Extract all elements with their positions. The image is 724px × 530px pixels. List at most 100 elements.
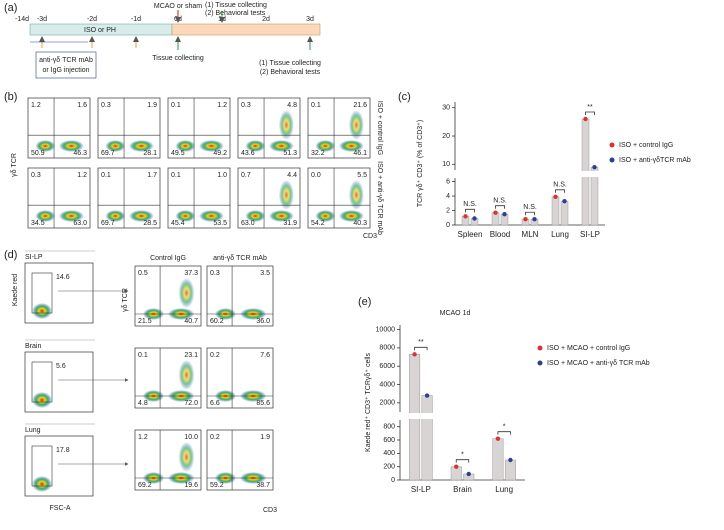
- quadrant-value: 6.6: [210, 400, 220, 407]
- quadrant-value: 1.6: [77, 102, 87, 109]
- mean-dot: [532, 217, 537, 222]
- row-label: ISO + anti-γδ TCR mAb: [376, 161, 383, 235]
- bar-label: ISO or PH: [84, 27, 116, 34]
- quadrant-value: 46.3: [73, 150, 87, 157]
- quadrant-value: 7.6: [260, 352, 270, 359]
- mean-dot: [562, 198, 567, 204]
- x-tick-label: Lung: [495, 485, 513, 494]
- density: [105, 140, 126, 152]
- legend-label: ISO + MCAO + control IgG: [547, 345, 630, 352]
- y-tick-label: 4: [446, 193, 450, 200]
- quadrant-value: 10.0: [184, 434, 198, 441]
- axis-label: γδ TCR: [122, 288, 129, 312]
- quadrant-value: 4.4: [287, 172, 297, 179]
- quadrant-value: 43.6: [241, 150, 255, 157]
- quadrant-value: 19.6: [184, 482, 198, 489]
- density: [32, 392, 52, 408]
- density: [199, 210, 224, 222]
- sig-bracket: [525, 211, 535, 216]
- quadrant-value: 34.5: [31, 220, 45, 227]
- tissue-label: Lung: [25, 427, 41, 434]
- legend-label: ISO + control IgG: [619, 142, 673, 149]
- chart-title: MCAO 1d: [440, 310, 471, 317]
- injection-label: or IgG injection: [42, 67, 89, 74]
- mean-dot: [523, 217, 528, 222]
- sig-bracket: [455, 459, 470, 463]
- axis-label: Kaede red⁺ CD3⁺ TCRγδ⁺ cells: [365, 353, 372, 452]
- tissue-label: SI-LP: [25, 254, 43, 261]
- density: [315, 140, 336, 152]
- y-tick-label: 20: [442, 133, 450, 140]
- y-tick-label: 400: [383, 450, 395, 457]
- sig-bracket: [585, 111, 595, 115]
- quadrant-value: 21.6: [353, 102, 367, 109]
- legend-marker: [609, 157, 615, 163]
- mean-dot: [454, 464, 459, 469]
- panel-label: (e): [358, 296, 371, 308]
- density: [245, 140, 266, 152]
- significance: *: [461, 452, 464, 459]
- x-tick-label: Blood: [490, 230, 510, 239]
- y-tick-label: 6000: [379, 363, 395, 370]
- density: [175, 140, 196, 152]
- quadrant-value: 49.2: [213, 150, 227, 157]
- density: [348, 180, 364, 210]
- legend-marker: [537, 345, 543, 351]
- mean-dot: [472, 216, 477, 221]
- gate: [31, 445, 53, 487]
- mean-dot: [553, 194, 558, 199]
- bar: [551, 196, 560, 226]
- injection-label: anti-γδ TCR mAb: [39, 57, 93, 64]
- gate: [31, 361, 53, 403]
- sig-bracket: [414, 346, 428, 351]
- panel-label: (a): [4, 2, 17, 14]
- quadrant-value: 0.0: [311, 172, 321, 179]
- note: (1) Tissue collecting: [205, 2, 267, 9]
- mean-dot: [592, 164, 597, 170]
- gate: [31, 272, 53, 314]
- timeline-post: [171, 23, 321, 36]
- quadrant-value: 50.9: [31, 150, 45, 157]
- density: [278, 110, 294, 140]
- quadrant-value: 46.1: [353, 150, 367, 157]
- significance: *: [503, 424, 506, 431]
- panel-label: (b): [4, 91, 17, 103]
- quadrant-value: 36.0: [256, 318, 270, 325]
- quadrant-value: 40.3: [353, 220, 367, 227]
- axis-label: Kaede red: [12, 274, 19, 306]
- axis-label: CD3: [263, 507, 277, 514]
- significance: N.S.: [493, 198, 507, 205]
- y-tick-label: 0: [391, 477, 395, 484]
- quadrant-value: 0.2: [210, 352, 220, 359]
- significance: **: [587, 104, 593, 111]
- legend-marker: [609, 142, 615, 148]
- quadrant-value: 0.1: [311, 102, 321, 109]
- quadrant-value: 0.1: [101, 172, 111, 179]
- quadrant-value: 45.4: [171, 220, 185, 227]
- quadrant-value: 40.7: [184, 318, 198, 325]
- legend-label: ISO + MCAO + anti-γδ TCR mAb: [547, 360, 650, 367]
- note: Tissue collecting: [152, 55, 204, 62]
- density: [175, 210, 196, 222]
- quadrant-value: 54.2: [311, 220, 325, 227]
- quadrant-value: 60.2: [210, 318, 224, 325]
- sig-bracket: [465, 208, 475, 213]
- density: [339, 210, 364, 222]
- density: [178, 278, 195, 308]
- density: [59, 210, 84, 222]
- note: (2) Behavioral tests: [205, 10, 266, 17]
- y-tick-label: 10: [442, 161, 450, 168]
- quadrant-value: 3.5: [260, 270, 270, 277]
- quadrant-value: 1.2: [31, 102, 41, 109]
- note: (2) Behavioral tests: [260, 69, 321, 76]
- density: [35, 140, 56, 152]
- density: [315, 210, 336, 222]
- quadrant-value: 0.7: [241, 172, 251, 179]
- quadrant-value: 37.3: [184, 270, 198, 277]
- quadrant-value: 59.2: [210, 482, 224, 489]
- significance: **: [418, 339, 424, 346]
- density: [278, 180, 294, 210]
- axis-break: [449, 171, 607, 177]
- mcao-label: MCAO or sham: [154, 3, 202, 10]
